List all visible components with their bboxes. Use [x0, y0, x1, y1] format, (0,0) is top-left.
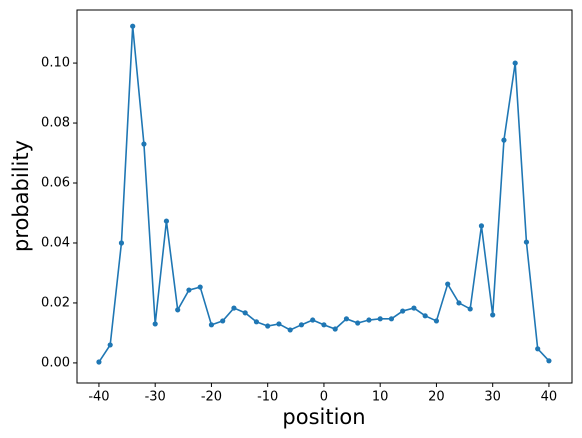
data-point — [242, 310, 248, 316]
y-tick-label: 0.06 — [41, 176, 70, 191]
data-point — [377, 316, 383, 322]
data-point — [152, 321, 158, 327]
data-point — [253, 319, 260, 325]
data-point — [355, 320, 361, 326]
data-point — [163, 218, 170, 224]
data-point — [265, 323, 271, 329]
data-point — [231, 305, 237, 311]
data-point — [130, 23, 136, 29]
x-tick-label: -10 — [257, 390, 278, 405]
data-point — [546, 358, 552, 364]
data-point — [321, 322, 327, 328]
y-tick-label: 0.00 — [41, 355, 70, 370]
data-point — [535, 346, 541, 352]
data-point — [107, 342, 113, 348]
y-axis-label: probability — [9, 140, 33, 252]
y-tick-label: 0.04 — [41, 235, 70, 250]
data-line — [98, 26, 550, 363]
data-point — [276, 321, 282, 327]
data-point — [512, 60, 518, 66]
y-tick-label: 0.02 — [41, 295, 70, 310]
x-tick-label: 40 — [541, 390, 558, 405]
data-point — [141, 141, 147, 147]
x-tick-label: -40 — [88, 390, 109, 405]
y-tick-label: 0.08 — [41, 116, 70, 131]
data-point — [467, 306, 473, 312]
data-point — [388, 316, 395, 322]
data-point — [523, 239, 530, 245]
plot-frame — [76, 9, 573, 384]
data-point — [478, 223, 485, 229]
x-tick-label: 20 — [428, 390, 445, 405]
x-tick-label: -20 — [201, 390, 222, 405]
data-point — [220, 318, 226, 324]
data-point — [490, 312, 496, 318]
data-point — [287, 327, 293, 333]
data-point — [366, 317, 372, 323]
data-point — [118, 240, 125, 246]
data-point — [186, 287, 192, 293]
x-tick-label: -30 — [145, 390, 166, 405]
data-point — [445, 281, 451, 287]
data-point — [208, 322, 215, 328]
data-point — [456, 300, 462, 306]
data-point — [310, 317, 316, 323]
data-point — [422, 313, 428, 319]
data-point — [197, 284, 203, 290]
x-axis-label: position — [282, 405, 365, 429]
data-point — [343, 316, 350, 322]
x-tick-label: 30 — [484, 390, 501, 405]
x-tick-label: 10 — [372, 390, 389, 405]
data-point — [298, 322, 305, 328]
data-point — [400, 308, 406, 314]
y-tick-label: 0.10 — [41, 56, 70, 71]
data-point — [332, 326, 338, 332]
data-point — [96, 359, 102, 365]
x-tick-label: 0 — [320, 390, 328, 405]
data-point — [433, 318, 440, 324]
data-point — [411, 305, 417, 311]
data-point — [501, 137, 507, 143]
data-point — [175, 307, 181, 313]
